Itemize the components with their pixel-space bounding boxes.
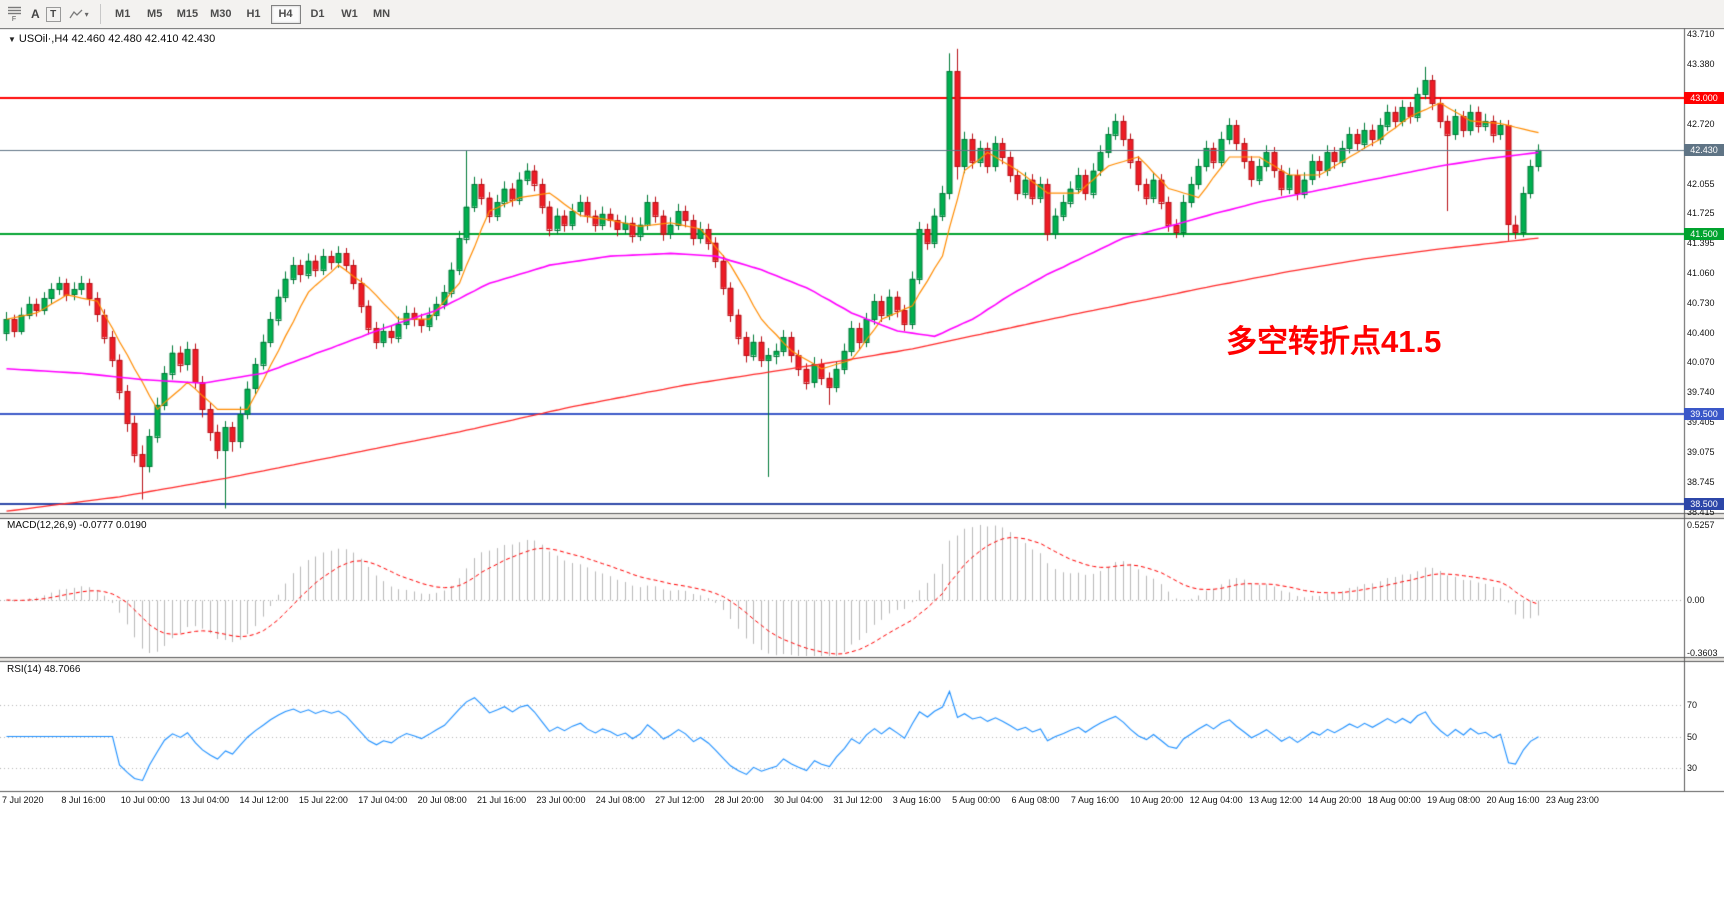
timeframe-buttons: M1 M5 M15 M30 H1 H4 D1 W1 MN [108,4,399,24]
current-price-tag: 42.430 [1684,144,1724,156]
rsi-axis-label: 70 [1687,700,1698,710]
time-axis-label: 8 Jul 16:00 [61,795,106,805]
time-axis-label: 27 Jul 12:00 [655,795,705,805]
time-axis-label: 31 Jul 12:00 [833,795,883,805]
price-axis-label: 43.380 [1687,59,1715,69]
price-axis-label: 42.055 [1687,179,1715,189]
rsi-axis-label: 50 [1687,732,1698,742]
price-level-tag: 41.500 [1684,228,1724,240]
time-axis-label: 20 Jul 08:00 [417,795,467,805]
timeframe-m15-button[interactable]: M15 [176,8,199,20]
annotation-a-icon[interactable]: A [31,7,40,21]
macd-axis-label: 0.00 [1687,595,1705,605]
time-axis-label: 14 Aug 20:00 [1308,795,1362,805]
time-axis-label: 13 Jul 04:00 [180,795,230,805]
time-axis-label: 21 Jul 16:00 [477,795,527,805]
time-axis-label: 23 Jul 00:00 [536,795,586,805]
time-axis-label: 17 Jul 04:00 [358,795,408,805]
timeframe-d1-button[interactable]: D1 [310,8,325,20]
time-axis-label: 23 Aug 23:00 [1545,795,1599,805]
macd-axis-label: 0.5257 [1687,520,1715,530]
time-axis-label: 5 Aug 00:00 [952,795,1001,805]
time-axis-label: 3 Aug 16:00 [892,795,941,805]
price-axis-label: 42.720 [1687,119,1715,129]
f-label: F [11,15,17,23]
symbol-period-label: USOil·,H4 [18,33,69,45]
price-axis-label: 40.400 [1687,328,1715,338]
price-axis-label: 43.710 [1687,29,1715,39]
price-axis-label: 38.745 [1687,477,1715,487]
time-axis-label: 12 Aug 04:00 [1189,795,1243,805]
price-level-tag: 43.000 [1684,92,1724,104]
toolbar: F A T ▾ M1 M5 M15 M30 H1 H4 D1 W1 MN [0,0,1724,28]
price-level-tag: 39.500 [1684,408,1724,420]
time-axis-label: 7 Jul 2020 [2,795,44,805]
timeframe-m5-button[interactable]: M5 [147,8,163,20]
timeframe-mn-button[interactable]: MN [372,8,391,20]
text-tool-icon[interactable]: T [45,6,61,22]
time-axis-label: 13 Aug 12:00 [1248,795,1303,805]
price-axis-label: 39.740 [1687,387,1715,397]
macd-label: MACD(12,26,9) -0.0777 0.0190 [7,520,147,531]
timeframe-h4-button[interactable]: H4 [270,5,301,24]
chevron-down-icon: ▾ [84,9,89,19]
chart-grid-icon[interactable]: F [5,6,23,23]
price-level-tag: 38.500 [1684,498,1724,510]
time-axis-label: 18 Aug 00:00 [1367,795,1421,805]
price-axis-label: 41.060 [1687,268,1715,278]
polyline-icon [69,9,83,18]
time-axis-label: 10 Aug 20:00 [1130,795,1184,805]
price-axis-label: 39.075 [1687,447,1715,457]
time-axis-label: 7 Aug 16:00 [1070,795,1119,805]
time-axis-label: 10 Jul 00:00 [120,795,170,805]
timeframe-h1-button[interactable]: H1 [246,8,261,20]
rsi-axis-label: 30 [1687,763,1698,773]
time-axis-label: 14 Jul 12:00 [239,795,289,805]
rsi-label: RSI(14) 48.7066 [7,664,81,675]
time-axis-label: 6 Aug 08:00 [1011,795,1060,805]
timeframe-m1-button[interactable]: M1 [115,8,131,20]
time-axis-label: 24 Jul 08:00 [595,795,645,805]
time-axis-label: 30 Jul 04:00 [773,795,823,805]
price-axis-label: 40.730 [1687,298,1715,308]
price-axis-label: 40.070 [1687,357,1715,367]
chart-title: ▼ USOil·,H4 42.460 42.480 42.410 42.430 [8,33,215,45]
macd-axis-label: -0.3603 [1687,648,1718,658]
time-axis-label: 20 Aug 16:00 [1486,795,1540,805]
price-axis-label: 39.405 [1687,417,1715,427]
time-axis-label: 19 Aug 08:00 [1427,795,1481,805]
price-axis-label: 41.725 [1687,208,1715,218]
price-axis-label: 41.395 [1687,238,1715,248]
toolbar-separator [99,4,101,24]
timeframe-w1-button[interactable]: W1 [341,8,358,20]
ohlc-values: 42.460 42.480 42.410 42.430 [71,33,216,45]
annotation-text: 多空转折点41.5 [1226,324,1442,359]
time-axis-label: 15 Jul 22:00 [298,795,348,805]
timeframe-m30-button[interactable]: M30 [210,8,232,20]
indicators-dropdown[interactable]: ▾ [69,9,89,20]
collapse-icon[interactable]: ▼ [8,35,16,44]
price-axis-label: 38.415 [1687,507,1715,517]
bars-icon [7,6,21,14]
time-axis-label: 28 Jul 20:00 [714,795,764,805]
